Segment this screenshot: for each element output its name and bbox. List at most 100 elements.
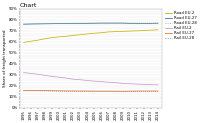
Road EU-2: [86, 33, 88, 35]
Rail EU-27: [93, 90, 96, 92]
Y-axis label: Share of freight transported: Share of freight transported: [3, 30, 7, 87]
Rail EU-2: [72, 78, 74, 80]
Road EU-27: [143, 23, 145, 24]
Road EU-2: [72, 35, 74, 36]
Rail EU-2: [58, 77, 60, 78]
Rail EU-2: [121, 83, 124, 84]
Road EU-28: [157, 22, 159, 24]
Road EU-2: [121, 31, 124, 32]
Road EU-2: [100, 32, 103, 33]
Road EU-2: [44, 38, 46, 39]
Rail EU-2: [44, 75, 46, 76]
Rail EU-27: [72, 90, 74, 92]
Rail EU-2: [93, 80, 96, 82]
Road EU-2: [93, 32, 96, 34]
Road EU-28: [136, 22, 138, 24]
Rail EU-28: [136, 91, 138, 92]
Legend: Road EU-2, Road EU-27, Road EU-28, Rail EU-2, Rail EU-27, Rail EU-28: Road EU-2, Road EU-27, Road EU-28, Rail …: [165, 11, 197, 40]
Road EU-2: [107, 31, 110, 33]
Road EU-28: [86, 22, 88, 24]
Road EU-27: [114, 22, 117, 24]
Road EU-27: [37, 23, 39, 25]
Rail EU-28: [157, 91, 159, 92]
Road EU-27: [107, 22, 110, 24]
Text: Chart: Chart: [20, 3, 37, 8]
Rail EU-2: [129, 83, 131, 85]
Rail EU-2: [107, 82, 110, 83]
Rail EU-28: [65, 91, 67, 92]
Road EU-28: [79, 22, 81, 24]
Line: Rail EU-2: Rail EU-2: [24, 73, 158, 85]
Road EU-2: [157, 29, 159, 31]
Road EU-27: [72, 23, 74, 24]
Road EU-27: [129, 23, 131, 24]
Road EU-2: [22, 42, 25, 43]
Rail EU-28: [107, 91, 110, 92]
Road EU-28: [51, 23, 53, 24]
Rail EU-27: [58, 90, 60, 92]
Rail EU-28: [86, 91, 88, 92]
Road EU-27: [136, 23, 138, 24]
Line: Rail EU-28: Rail EU-28: [24, 91, 158, 92]
Road EU-2: [37, 39, 39, 41]
Rail EU-2: [51, 76, 53, 77]
Rail EU-2: [65, 77, 67, 79]
Road EU-27: [150, 23, 152, 24]
Rail EU-27: [86, 90, 88, 92]
Road EU-2: [79, 34, 81, 35]
Road EU-2: [150, 29, 152, 31]
Rail EU-27: [143, 90, 145, 92]
Rail EU-28: [114, 91, 117, 92]
Rail EU-2: [143, 84, 145, 85]
Rail EU-28: [58, 90, 60, 92]
Road EU-2: [136, 30, 138, 32]
Rail EU-28: [22, 90, 25, 91]
Road EU-28: [30, 23, 32, 24]
Road EU-2: [114, 31, 117, 32]
Rail EU-27: [157, 90, 159, 92]
Rail EU-2: [157, 84, 159, 86]
Rail EU-27: [79, 90, 81, 92]
Rail EU-27: [114, 90, 117, 92]
Road EU-2: [51, 37, 53, 38]
Rail EU-27: [37, 90, 39, 91]
Road EU-2: [58, 36, 60, 38]
Rail EU-28: [121, 91, 124, 92]
Road EU-28: [143, 22, 145, 24]
Road EU-27: [79, 23, 81, 24]
Rail EU-28: [72, 91, 74, 92]
Rail EU-27: [136, 90, 138, 92]
Rail EU-27: [44, 90, 46, 91]
Rail EU-27: [107, 90, 110, 92]
Road EU-27: [65, 23, 67, 24]
Road EU-2: [143, 30, 145, 31]
Road EU-27: [93, 23, 96, 24]
Road EU-27: [157, 23, 159, 24]
Road EU-28: [37, 23, 39, 24]
Road EU-27: [30, 23, 32, 25]
Road EU-28: [44, 23, 46, 24]
Rail EU-2: [86, 80, 88, 81]
Rail EU-27: [65, 90, 67, 92]
Line: Rail EU-27: Rail EU-27: [24, 90, 158, 91]
Rail EU-2: [136, 83, 138, 85]
Road EU-28: [107, 22, 110, 24]
Rail EU-28: [129, 91, 131, 92]
Rail EU-2: [114, 82, 117, 83]
Road EU-27: [22, 23, 25, 25]
Rail EU-2: [30, 73, 32, 74]
Road EU-27: [44, 23, 46, 24]
Rail EU-27: [129, 90, 131, 92]
Road EU-27: [86, 23, 88, 24]
Rail EU-27: [121, 91, 124, 92]
Line: Road EU-27: Road EU-27: [24, 23, 158, 24]
Road EU-28: [121, 22, 124, 24]
Rail EU-28: [143, 91, 145, 92]
Rail EU-27: [30, 90, 32, 91]
Road EU-28: [22, 23, 25, 25]
Rail EU-28: [93, 91, 96, 92]
Rail EU-28: [44, 90, 46, 92]
Rail EU-2: [150, 84, 152, 85]
Rail EU-28: [79, 91, 81, 92]
Rail EU-28: [100, 91, 103, 92]
